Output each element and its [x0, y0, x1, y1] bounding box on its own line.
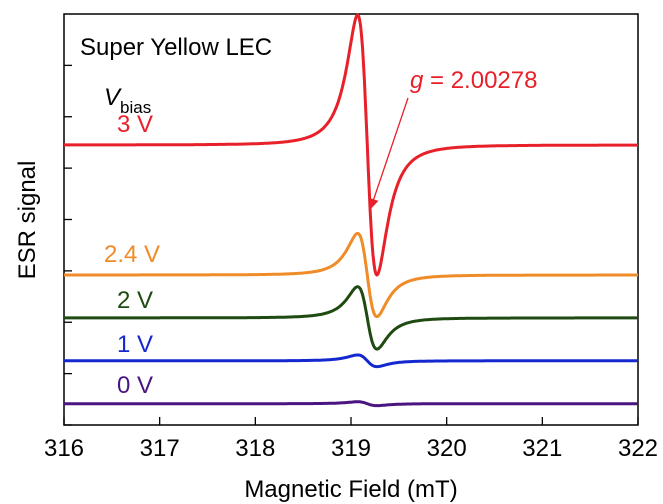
series-label: 1 V: [117, 331, 153, 358]
x-ticks: 316 317 318 319 320 321 322: [44, 417, 658, 462]
series-line-3-v: [63, 13, 639, 277]
x-tick-label: 318: [235, 435, 275, 462]
x-tick-label: 316: [44, 435, 84, 462]
g-factor-annotation: g = 2.00278: [368, 67, 537, 210]
series-line-2-v: [63, 285, 639, 351]
series-label: 0 V: [117, 372, 153, 399]
series-layer: 3 V 2.4 V 2 V 1 V 0 V: [63, 13, 639, 408]
annotation-value: = 2.00278: [423, 67, 537, 94]
series-label: 3 V: [117, 111, 153, 138]
y-axis-title: ESR signal: [14, 161, 41, 280]
annotation-arrowhead: [368, 197, 379, 210]
series-line-1-v: [63, 353, 639, 369]
annotation-arrow: [369, 97, 409, 210]
chart-title: Super Yellow LEC: [80, 34, 272, 61]
legend-title-main: V: [104, 84, 122, 111]
series-line-0-v: [63, 400, 639, 408]
series-label: 2 V: [117, 287, 153, 314]
x-tick-label: 319: [331, 435, 371, 462]
annotation-label: g = 2.00278: [410, 67, 537, 94]
series-line-2-4-v: [63, 231, 639, 319]
annotation-prefix: g: [410, 67, 424, 94]
x-tick-label: 322: [618, 435, 658, 462]
legend-title-sub: bias: [120, 98, 151, 117]
legend-title: Vbias: [104, 84, 151, 117]
series-label: 2.4 V: [104, 241, 160, 268]
x-tick-label: 321: [522, 435, 562, 462]
x-tick-label: 320: [427, 435, 467, 462]
y-ticks: [64, 64, 72, 426]
plot-frame: [63, 13, 639, 426]
x-tick-label: 317: [140, 435, 180, 462]
x-axis-title: Magnetic Field (mT): [244, 476, 457, 503]
